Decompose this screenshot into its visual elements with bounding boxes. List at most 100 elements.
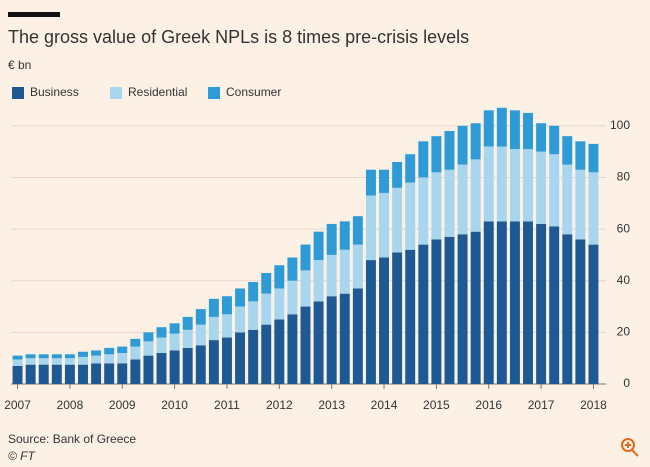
bar-segment	[91, 350, 102, 356]
bar-segment	[208, 298, 219, 317]
bar-segment	[12, 365, 23, 384]
bar-segment	[156, 353, 167, 384]
bar-segment	[287, 257, 298, 281]
bar-segment	[64, 358, 75, 365]
bar-segment	[208, 316, 219, 341]
bar-segment	[483, 110, 494, 147]
x-tick-label: 2011	[214, 398, 240, 412]
bar-segment	[418, 141, 429, 178]
bar-segment	[470, 231, 481, 384]
bar-segment	[588, 143, 599, 173]
bar-segment	[562, 234, 573, 384]
credit: © FT	[8, 449, 37, 463]
bar-segment	[496, 146, 507, 222]
bar-segment	[352, 216, 363, 245]
x-tick-label: 2012	[266, 398, 293, 412]
zoom-icon[interactable]	[621, 438, 639, 457]
bar-segment	[379, 257, 390, 384]
x-tick-label: 2016	[475, 398, 502, 412]
bar-segment	[562, 136, 573, 165]
bar-segment	[483, 146, 494, 222]
bar-segment	[208, 340, 219, 384]
bar-segment	[326, 296, 337, 384]
bar-segment	[274, 288, 285, 320]
bar-segment	[274, 319, 285, 384]
bar-segment	[143, 332, 154, 342]
bar-segment	[549, 125, 560, 155]
bar-segment	[326, 223, 337, 255]
bar-segment	[562, 164, 573, 235]
bar-segment	[444, 130, 455, 170]
bar-segment	[339, 221, 350, 250]
bar-segment	[117, 346, 128, 354]
x-tick-label: 2013	[318, 398, 345, 412]
y-tick-label: 20	[617, 325, 631, 339]
bar-segment	[313, 260, 324, 302]
bar-segment	[78, 351, 88, 357]
bar-segment	[195, 345, 206, 384]
x-tick-label: 2009	[109, 398, 136, 412]
x-tick-label: 2008	[57, 398, 84, 412]
bar-segment	[130, 338, 141, 347]
bar-segment	[195, 324, 206, 346]
bar-segment	[549, 154, 560, 227]
bar-segment	[496, 221, 507, 384]
bar-segment	[588, 244, 599, 384]
bar-segment	[25, 364, 36, 384]
bar-segment	[549, 226, 560, 384]
bar-segment	[575, 239, 586, 384]
bar-segment	[91, 355, 102, 364]
bar-segment	[444, 236, 455, 384]
bar-segment	[300, 270, 311, 307]
bar-segment	[509, 149, 520, 222]
bar-segment	[235, 306, 246, 333]
bar-segment	[365, 260, 376, 384]
chart-title: The gross value of Greek NPLs is 8 times…	[8, 27, 469, 47]
bar-segment	[51, 358, 62, 365]
y-tick-label: 60	[617, 221, 631, 235]
bar-segment	[104, 347, 115, 355]
bar-segment	[156, 337, 167, 354]
bar-segment	[431, 172, 442, 240]
bar-segment	[509, 110, 520, 150]
bar-segment	[431, 239, 442, 384]
bar-segment	[405, 182, 416, 250]
bar-segment	[64, 354, 75, 359]
bar-segment	[104, 354, 115, 364]
x-tick-label: 2018	[580, 398, 607, 412]
bar-segment	[536, 151, 547, 224]
bar-segment	[392, 252, 403, 384]
bar-segment	[182, 329, 193, 348]
bar-segment	[523, 112, 533, 150]
bar-segment	[169, 323, 180, 334]
bar-segment	[38, 364, 49, 384]
bar-segment	[143, 341, 154, 356]
bar-segment	[392, 187, 403, 253]
bar-segment	[418, 177, 429, 245]
bar-segment	[287, 280, 298, 315]
bar-segment	[457, 125, 468, 165]
bar-segment	[248, 301, 259, 330]
bar-segment	[221, 337, 232, 384]
bar-segment	[169, 333, 180, 351]
bar-segment	[261, 293, 272, 325]
bar-segment	[117, 353, 128, 364]
bar-segment	[12, 359, 23, 366]
bar-segment	[12, 355, 23, 360]
y-tick-label: 40	[617, 273, 631, 287]
bar-segment	[496, 107, 507, 147]
bar-segment	[221, 314, 232, 338]
legend-label: Business	[30, 85, 79, 99]
bar-segment	[470, 123, 481, 160]
bar-segment	[326, 254, 337, 297]
bar-segment	[261, 324, 272, 384]
bar-segment	[352, 244, 363, 289]
bar-segment	[405, 154, 416, 183]
legend-label: Residential	[128, 85, 187, 99]
bar-segment	[523, 221, 533, 384]
bar-segment	[64, 364, 75, 384]
bar-segment	[536, 223, 547, 384]
bar-segment	[575, 141, 586, 170]
bar-segment	[51, 364, 62, 384]
bar-segment	[38, 358, 49, 365]
